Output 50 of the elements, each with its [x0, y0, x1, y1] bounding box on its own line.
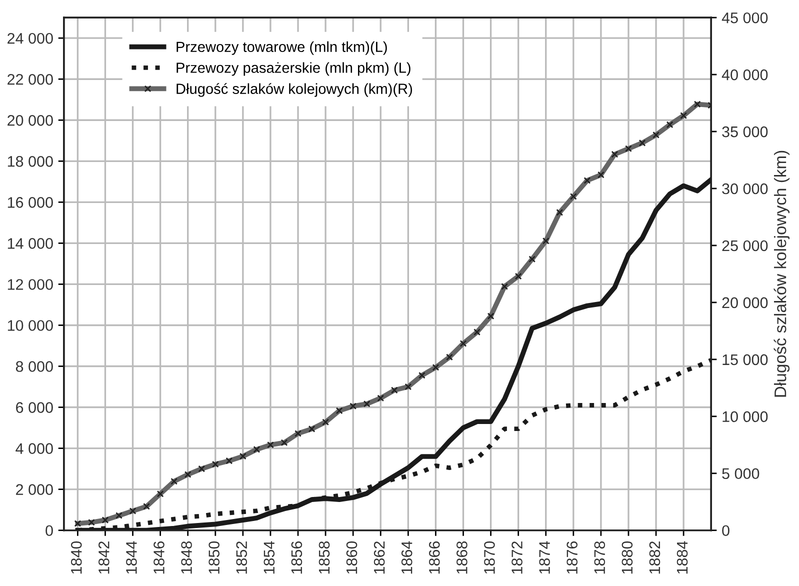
y-tick-label: 16 000	[8, 197, 53, 208]
y2-tick-label: 20 000	[722, 297, 768, 308]
y-tick-label: 24 000	[8, 32, 53, 44]
x-tick-label: 1870	[484, 541, 495, 574]
x-tick-label: 1862	[374, 542, 385, 574]
y-tick-label: 12 000	[8, 279, 53, 290]
x-tick-label: 1884	[676, 541, 688, 574]
y2-tick-label: 35 000	[722, 126, 768, 138]
x-tick-label: 1848	[181, 541, 192, 574]
y2-tick-label: 15 000	[722, 354, 768, 366]
x-tick-label: 1878	[594, 541, 606, 574]
y2-tick-label: 25 000	[722, 240, 768, 252]
x-tick-label: 1858	[318, 541, 330, 574]
y2-tick-label: 5 000	[722, 468, 760, 480]
y-tick-label: 0	[46, 525, 53, 536]
y-tick-label: 4 000	[16, 443, 53, 454]
x-tick-label: 1840	[70, 541, 82, 574]
y2-tick-label: 40 000	[722, 69, 768, 80]
y2-tick-label: 30 000	[722, 183, 768, 194]
x-tick-label: 1850	[208, 541, 220, 574]
y-tick-label: 14 000	[8, 238, 53, 249]
legend-label: Przewozy towarowe (mln tkm)(L)	[176, 41, 387, 55]
y-tick-label: 2 000	[16, 484, 53, 495]
legend-label: Przewozy pasażerskie (mln pkm) (L)	[176, 62, 410, 76]
x-tick-label: 1852	[236, 542, 248, 574]
x-tick-label: 1874	[539, 541, 550, 574]
x-tick-label: 1842	[98, 542, 110, 574]
x-tick-label: 1854	[264, 541, 275, 574]
y-tick-label: 18 000	[8, 156, 53, 167]
x-tick-label: 1860	[346, 541, 358, 574]
x-tick-label: 1856	[291, 541, 302, 574]
x-tick-label: 1844	[126, 541, 137, 574]
y-tick-label: 6 000	[16, 402, 53, 413]
x-tick-label: 1876	[566, 541, 578, 574]
x-tick-label: 1846	[154, 541, 164, 574]
legend-label: Długość szlaków kolejowych (km)(R)	[176, 83, 412, 97]
y-tick-label: 20 000	[8, 115, 53, 126]
x-tick-label: 1872	[512, 542, 522, 574]
x-tick-label: 1882	[649, 542, 660, 574]
y2-axis-title: Długość szlaków kolejowych (km)	[774, 150, 790, 397]
y-tick-label: 10 000	[8, 320, 53, 331]
y2-tick-label: 10 000	[722, 411, 768, 422]
x-tick-label: 1868	[456, 541, 468, 574]
y2-tick-label: 45 000	[722, 12, 768, 24]
y-tick-label: 8 000	[16, 361, 53, 372]
y-tick-label: 22 000	[8, 74, 53, 85]
x-tick-label: 1880	[622, 541, 633, 574]
x-tick-label: 1866	[428, 541, 440, 574]
y2-tick-label: 0	[722, 525, 730, 536]
x-tick-label: 1864	[401, 541, 412, 574]
